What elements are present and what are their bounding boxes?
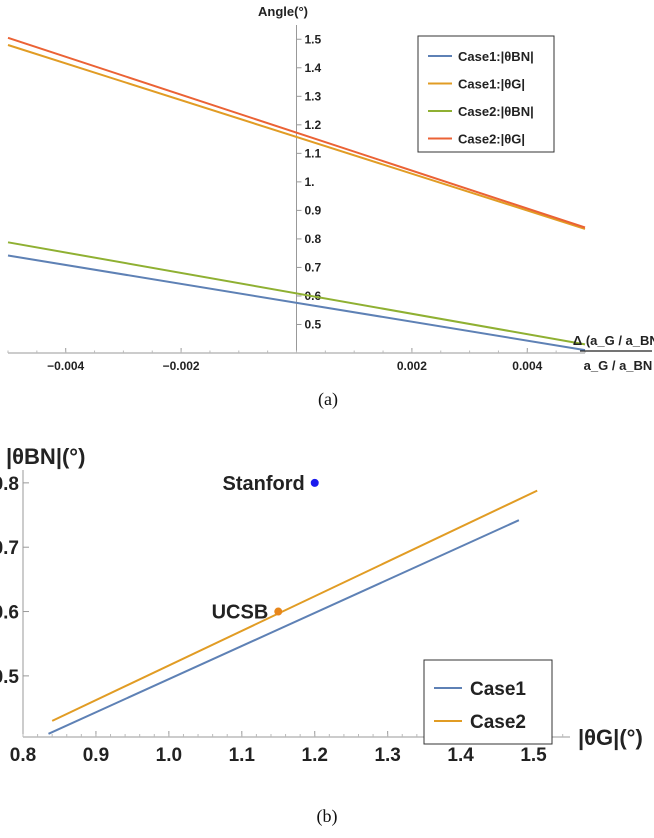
plot-a-x-tick-label: 0.002 — [397, 359, 427, 373]
plot-b-lines — [48, 489, 538, 735]
plot-a-y-tick-label: 1.3 — [305, 89, 322, 103]
plot-a-legend: Case1:|θBN| Case1:|θG| Case2:|θBN| Case2:|θ… — [417, 35, 555, 153]
plot-b-y-tick-label: 0.8 — [0, 474, 19, 495]
plot-a-legend-label-2: Case1:|θG| — [458, 77, 525, 92]
plot-a-legend-label-3: Case2:|θBN| — [458, 104, 534, 119]
plot-a-legend-label-4: Case2:|θG| — [458, 132, 525, 147]
plot-a-y-tick-label: 0.9 — [305, 203, 322, 217]
plot-a-lines — [7, 36, 586, 352]
plot-b-x-tick-label: 1.2 — [302, 745, 328, 766]
plot-a-y-tick-label: 1.2 — [305, 118, 322, 132]
plot-b-point-stanford — [310, 478, 319, 487]
plot-b-y-tick-label: 0.6 — [0, 603, 19, 624]
plot-b-x-axis-label: |θG|(°) — [578, 725, 643, 750]
plot-a-legend-label-1: Case1:|θBN| — [458, 49, 534, 64]
plot-a-y-tick-label: 0.7 — [305, 260, 322, 274]
plot-b-x-tick-label: 0.8 — [10, 745, 36, 766]
plot-a-x-axis-label: Δ (a_G / a_BN) a_G / a_BN — [573, 333, 654, 373]
plot-a-series-line-4 — [7, 36, 586, 229]
plot-a-axes: −0.004 −0.002 0.002 0.0040.50.60.70.80.91.1… — [7, 25, 586, 373]
plot-b-legend-label-2: Case2 — [470, 712, 526, 733]
plot-b: 0.8 0.9 1.0 1.1 1.2 1.3 1.4 1.5 0.5 0.6 0.7 0.8 Sta… — [0, 444, 643, 827]
plot-a-x-tick-label: −0.002 — [163, 359, 200, 373]
plot-a-x-axis-label-denominator: a_G / a_BN — [584, 358, 653, 373]
plot-b-point-label-stanford: Stanford — [223, 473, 305, 495]
plot-b-legend-box — [423, 659, 553, 745]
plot-b-y-tick-label: 0.7 — [0, 538, 19, 559]
plot-b-series-line-1 — [48, 519, 520, 735]
plot-b-series-line-2 — [51, 489, 538, 722]
plot-a-series-line-2 — [7, 44, 586, 230]
plot-a-x-axis-label-numerator: Δ (a_G / a_BN) — [573, 333, 654, 348]
plot-b-point-label-ucsb: UCSB — [212, 602, 269, 624]
plot-b-caption: (b) — [317, 806, 338, 827]
plot-a-x-tick-label: 0.004 — [512, 359, 542, 373]
plot-b-y-axis-label: |θBN|(°) — [6, 444, 85, 469]
plot-a-y-tick-label: 0.8 — [305, 232, 322, 246]
plot-a: −0.004 −0.002 0.002 0.0040.50.60.70.80.91.1… — [7, 4, 654, 410]
plot-a-series-line-3 — [7, 241, 586, 346]
plot-a-y-tick-label: 0.5 — [305, 317, 322, 331]
plot-b-y-tick-label: 0.5 — [0, 667, 19, 688]
plot-a-caption: (a) — [318, 389, 338, 410]
plot-b-x-tick-label: 1.5 — [520, 745, 547, 766]
plot-b-x-tick-label: 1.3 — [374, 745, 400, 766]
plot-a-y-tick-label: 1.4 — [305, 61, 322, 75]
plot-b-x-tick-label: 0.9 — [83, 745, 109, 766]
plot-a-y-axis-label: Angle(°) — [258, 4, 308, 19]
plot-b-points: Stanford UCSB — [212, 473, 319, 624]
plot-b-x-tick-label: 1.0 — [156, 745, 182, 766]
plot-b-legend-label-1: Case1 — [470, 679, 526, 700]
plot-a-series-line-1 — [7, 254, 586, 352]
plot-a-x-tick-label: −0.004 — [47, 359, 84, 373]
plot-a-y-tick-label: 1.1 — [305, 146, 322, 160]
plot-b-x-tick-label: 1.1 — [229, 745, 256, 766]
plot-a-y-tick-label: 1.5 — [305, 32, 322, 46]
plot-a-y-tick-label: 1. — [305, 175, 315, 189]
plot-b-legend: Case1 Case2 — [423, 659, 553, 745]
plot-b-x-tick-label: 1.4 — [447, 745, 474, 766]
plot-b-point-ucsb — [274, 607, 283, 616]
